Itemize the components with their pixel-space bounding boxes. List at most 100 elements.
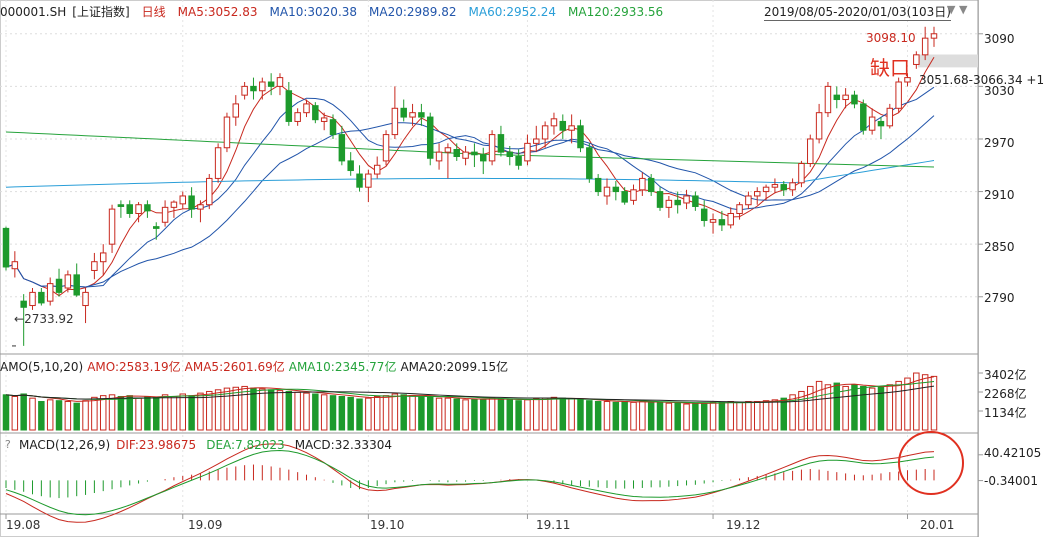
candle-body — [674, 199, 681, 206]
candle-body — [347, 160, 354, 172]
volume-bar — [117, 395, 125, 431]
volume-bar — [798, 390, 805, 431]
volume-bar — [453, 398, 460, 431]
candle-body — [303, 103, 310, 114]
volume-tick: 3402亿 — [984, 368, 1027, 382]
candle-body — [745, 195, 752, 206]
x-tick-label: 19.12 — [726, 518, 761, 532]
candle-body — [709, 219, 717, 223]
ma10-legend: MA10:3020.38 — [269, 5, 358, 19]
volume-bar — [391, 393, 399, 431]
candle-body — [736, 204, 743, 214]
volume-bar — [541, 397, 549, 431]
candle-body — [798, 163, 805, 184]
macd-tick: 40.42105 — [984, 446, 1042, 460]
volume-bar — [815, 380, 823, 431]
candle-body — [232, 103, 240, 118]
candle-body — [453, 148, 460, 158]
x-tick-label: 19.09 — [188, 518, 223, 532]
candle-body — [435, 151, 443, 162]
low-price-annotation: ←2733.92 — [14, 312, 74, 326]
price-tick: 2790 — [984, 291, 1015, 305]
candle-body — [647, 177, 655, 193]
dropdown-arrow-icon[interactable]: ▼ ▼ — [947, 3, 968, 16]
candle-body — [913, 54, 920, 65]
candle-body — [842, 94, 849, 101]
volume-bar — [294, 391, 301, 431]
candle-body — [294, 112, 301, 122]
volume-bar — [126, 395, 133, 431]
candle-body — [586, 147, 593, 179]
volume-bar — [612, 401, 620, 431]
period-label[interactable]: 日线 — [141, 5, 166, 19]
volume-bar — [930, 375, 938, 431]
candle-body — [497, 134, 505, 153]
macd-value: MACD:32.33304 — [294, 438, 392, 452]
volume-bar — [426, 396, 434, 431]
candle-body — [329, 119, 337, 136]
candle-body — [921, 37, 929, 56]
gap-band — [918, 54, 978, 68]
candle-body — [559, 120, 567, 131]
candle-body — [73, 274, 80, 296]
candle-body — [824, 85, 832, 114]
volume-bar — [20, 393, 27, 431]
volume-bar — [736, 401, 743, 431]
macd-title: MACD(12,26,9) — [19, 438, 111, 452]
candle-body — [665, 199, 673, 208]
candle-body — [692, 195, 699, 207]
candle-body — [188, 195, 195, 210]
ama20-value: AMA20:2099.15亿 — [400, 360, 509, 374]
candle-body — [144, 204, 151, 212]
chart-header: 000001.SH [上证指数] 日线 MA5:3052.83 MA10:3020.38… — [0, 3, 675, 20]
volume-bar — [533, 398, 540, 431]
volume-tick: 1134亿 — [984, 406, 1027, 420]
volume-bar — [170, 395, 178, 431]
volume-bar — [789, 394, 796, 431]
volume-bar — [2, 394, 10, 431]
candle-body — [267, 81, 275, 87]
volume-bar — [73, 402, 80, 431]
volume-bar — [480, 399, 487, 431]
volume-bar — [497, 398, 505, 431]
candle-body — [533, 138, 540, 144]
volume-bar — [745, 401, 752, 431]
volume-bar — [860, 385, 867, 431]
price-tick: 3090 — [984, 32, 1015, 46]
candle-body — [868, 116, 876, 131]
amo-value: AMO:2583.19亿 — [87, 360, 181, 374]
volume-bar — [921, 374, 929, 431]
volume-bar — [347, 396, 354, 431]
highlight-circle — [898, 431, 964, 495]
candle-body — [126, 204, 133, 214]
volume-bar — [842, 385, 849, 431]
date-range-label[interactable]: 2019/08/05-2020/01/03(103日) — [764, 5, 951, 21]
ma5-line — [5, 57, 935, 297]
volume-bar — [108, 394, 116, 431]
volume-bar — [577, 399, 584, 431]
help-icon[interactable]: ? — [5, 438, 11, 451]
candle-body — [577, 125, 584, 149]
volume-bar — [223, 387, 231, 431]
volume-bar — [267, 389, 275, 431]
volume-bar — [91, 396, 98, 431]
candle-body — [771, 184, 779, 188]
volume-bar — [718, 401, 726, 431]
volume-bar — [886, 384, 894, 431]
candle-body — [762, 186, 770, 193]
volume-bar — [851, 384, 858, 431]
candle-body — [46, 283, 54, 302]
volume-bar — [692, 402, 699, 431]
x-tick-label: 20.01 — [920, 518, 955, 532]
candle-body — [683, 195, 690, 204]
volume-bar — [630, 401, 637, 431]
volume-bar — [179, 393, 187, 431]
candle-body — [930, 33, 938, 39]
ma20-legend: MA20:2989.82 — [369, 5, 457, 19]
volume-bar — [418, 395, 425, 431]
volume-bar — [780, 397, 787, 431]
candle-body — [886, 107, 894, 127]
candle-body — [214, 147, 222, 179]
candle-body — [250, 85, 257, 92]
